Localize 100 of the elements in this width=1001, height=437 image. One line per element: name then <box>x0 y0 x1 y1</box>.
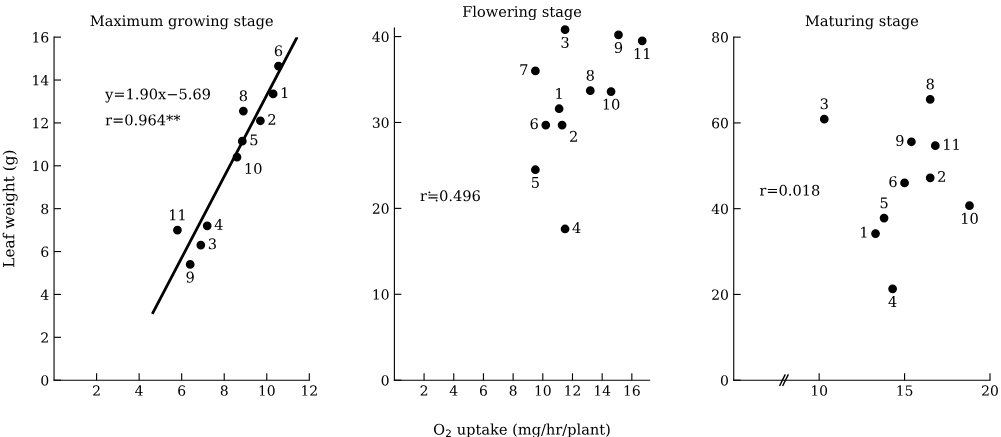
y-tick-label: 4 <box>40 289 49 300</box>
point <box>879 213 889 223</box>
point <box>930 141 940 151</box>
point <box>965 201 974 211</box>
point <box>256 116 265 126</box>
annotation: 1 <box>861 226 867 238</box>
y-tick-label: 40 <box>711 203 728 215</box>
y-tick-label: 6 <box>41 246 49 258</box>
y-tick-label: 30 <box>372 117 389 128</box>
annotation: 11 <box>169 209 185 221</box>
point <box>585 86 595 96</box>
annotation: y=1.90x−5.69 <box>105 88 210 103</box>
point <box>614 30 623 40</box>
y-tick-label: 10 <box>373 289 389 300</box>
y-tick-label: 0 <box>41 375 49 386</box>
y-tick-label: 60 <box>712 117 728 129</box>
x-tick-label: 16 <box>624 385 640 396</box>
point <box>819 114 829 124</box>
x-tick-label: 4 <box>135 385 143 396</box>
x-tick-label: 20 <box>982 385 998 396</box>
annotation: 2 <box>570 130 577 142</box>
annotation: 10 <box>603 98 620 110</box>
y-tick-label: 16 <box>33 32 49 43</box>
point <box>888 284 897 294</box>
x-tick-label: 15 <box>897 385 913 396</box>
point <box>185 260 195 269</box>
annotation: 10 <box>961 212 978 224</box>
point <box>531 66 540 76</box>
x-tick-label: 6 <box>178 385 186 396</box>
y-tick-label: 80 <box>712 32 728 43</box>
point <box>925 94 935 104</box>
point <box>541 120 551 130</box>
x-tick-label: 12 <box>565 385 580 396</box>
chart-title: Maximum growing stage <box>90 15 273 30</box>
point <box>560 224 570 234</box>
x-tick-label: 2 <box>93 385 100 396</box>
x-tick-label: 8 <box>509 385 517 396</box>
x-tick-label: 14 <box>595 385 611 396</box>
annotation: r=0.018 <box>759 184 820 196</box>
chart-title: Flowering stage <box>462 5 582 21</box>
annotation: 9 <box>186 271 194 283</box>
point <box>560 25 570 35</box>
y-axis-title: Leaf weight (g) <box>2 150 18 267</box>
point <box>531 165 540 175</box>
x-tick-label: 8 <box>220 385 228 396</box>
annotation: 2 <box>268 113 276 125</box>
point <box>900 178 909 188</box>
y-tick-label: 20 <box>372 203 389 214</box>
y-tick-label: 0 <box>720 375 728 386</box>
point <box>606 87 616 96</box>
point <box>871 229 880 238</box>
point <box>237 136 247 146</box>
chart-title: Maturing stage <box>805 15 919 30</box>
x-tick-label: 12 <box>302 385 317 396</box>
point <box>202 221 212 231</box>
annotation: 6 <box>530 118 538 130</box>
point <box>232 152 242 162</box>
annotation: 10 <box>245 163 262 175</box>
annotation: 1 <box>556 87 562 99</box>
point <box>238 106 248 116</box>
annotation: 5 <box>880 197 888 209</box>
annotation: 4 <box>214 219 223 230</box>
annotation: 6 <box>274 45 283 57</box>
y-tick-label: 8 <box>41 203 49 215</box>
y-tick-label: 10 <box>33 160 49 172</box>
point <box>907 137 916 147</box>
annotation: 3 <box>208 238 216 250</box>
annotation: 8 <box>586 69 594 81</box>
annotation: 4 <box>572 222 581 234</box>
annotation: 3 <box>820 98 828 110</box>
x-axis-title: O$_{2}$ uptake (mg/hr/plant) <box>433 423 610 437</box>
point <box>557 120 567 130</box>
x-tick-label: 6 <box>479 385 487 396</box>
annotation: 2 <box>938 170 945 182</box>
point <box>173 225 182 235</box>
annotation: 9 <box>614 42 623 54</box>
y-tick-label: 2 <box>41 332 48 343</box>
annotation: 8 <box>239 90 248 102</box>
annotation: 5 <box>250 134 258 146</box>
annotation: 11 <box>944 138 959 150</box>
annotation: 11 <box>634 48 650 59</box>
x-tick-label: 4 <box>449 385 458 396</box>
x-tick-label: 10 <box>535 385 551 396</box>
y-tick-label: 20 <box>712 289 728 300</box>
y-tick-label: 0 <box>381 375 389 386</box>
point <box>925 173 935 183</box>
y-tick-label: 14 <box>33 74 49 86</box>
annotation: 8 <box>926 78 934 90</box>
point <box>637 36 647 46</box>
annotation: 7 <box>520 64 528 75</box>
annotation: r=0.964** <box>105 114 181 126</box>
annotation: 1 <box>281 87 288 98</box>
annotation: 3 <box>561 36 569 48</box>
point <box>274 61 283 71</box>
point <box>268 89 278 99</box>
annotation: 6 <box>889 176 897 188</box>
y-tick-label: 40 <box>372 31 389 43</box>
annotation: r≒0.496 <box>420 190 480 202</box>
annotation: 5 <box>531 177 539 188</box>
x-tick-label: 10 <box>259 385 275 396</box>
